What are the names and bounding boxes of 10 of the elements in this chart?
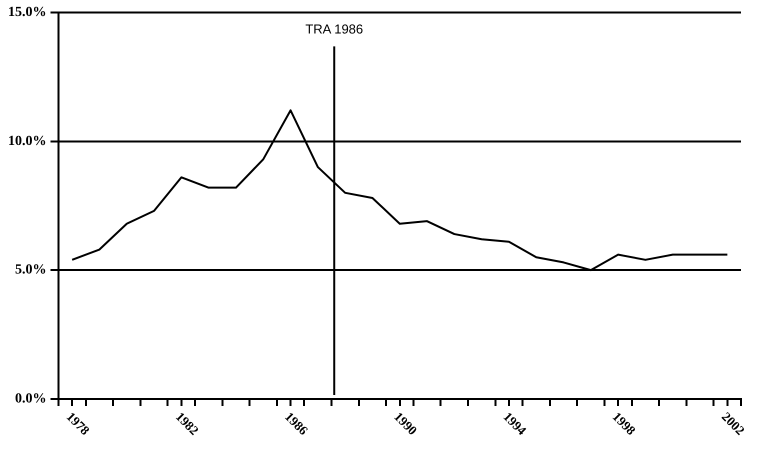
x-tick-label: 1994: [500, 408, 530, 438]
y-tick-label: 5.0%: [15, 262, 46, 278]
y-tick-label: 0.0%: [15, 392, 46, 407]
y-tick-label: 10.0%: [8, 134, 46, 149]
x-tick-label: 1986: [282, 408, 312, 438]
x-tick-label: 1998: [610, 408, 639, 438]
ref-line-label: TRA 1986: [305, 21, 364, 36]
x-tick-label: 1990: [391, 408, 420, 438]
y-tick-label: 15.0%: [8, 5, 46, 20]
x-tick-label: 1978: [64, 408, 93, 438]
